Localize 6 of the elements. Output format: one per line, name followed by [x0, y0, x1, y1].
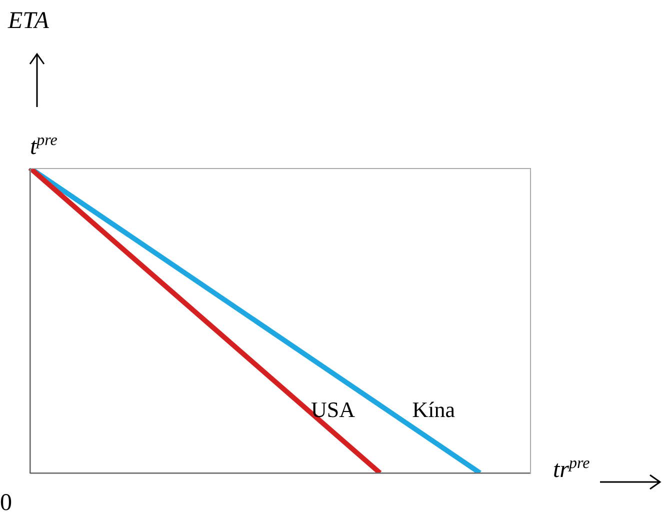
text: t$^{pre}$ — [30, 132, 58, 161]
text: 0 — [0, 490, 12, 517]
series-label: USA — [310, 396, 356, 422]
series-label: Kína — [412, 396, 456, 422]
text: ETA — [8, 8, 49, 35]
x-axis-title: tr$^{pre}$ — [553, 455, 590, 484]
